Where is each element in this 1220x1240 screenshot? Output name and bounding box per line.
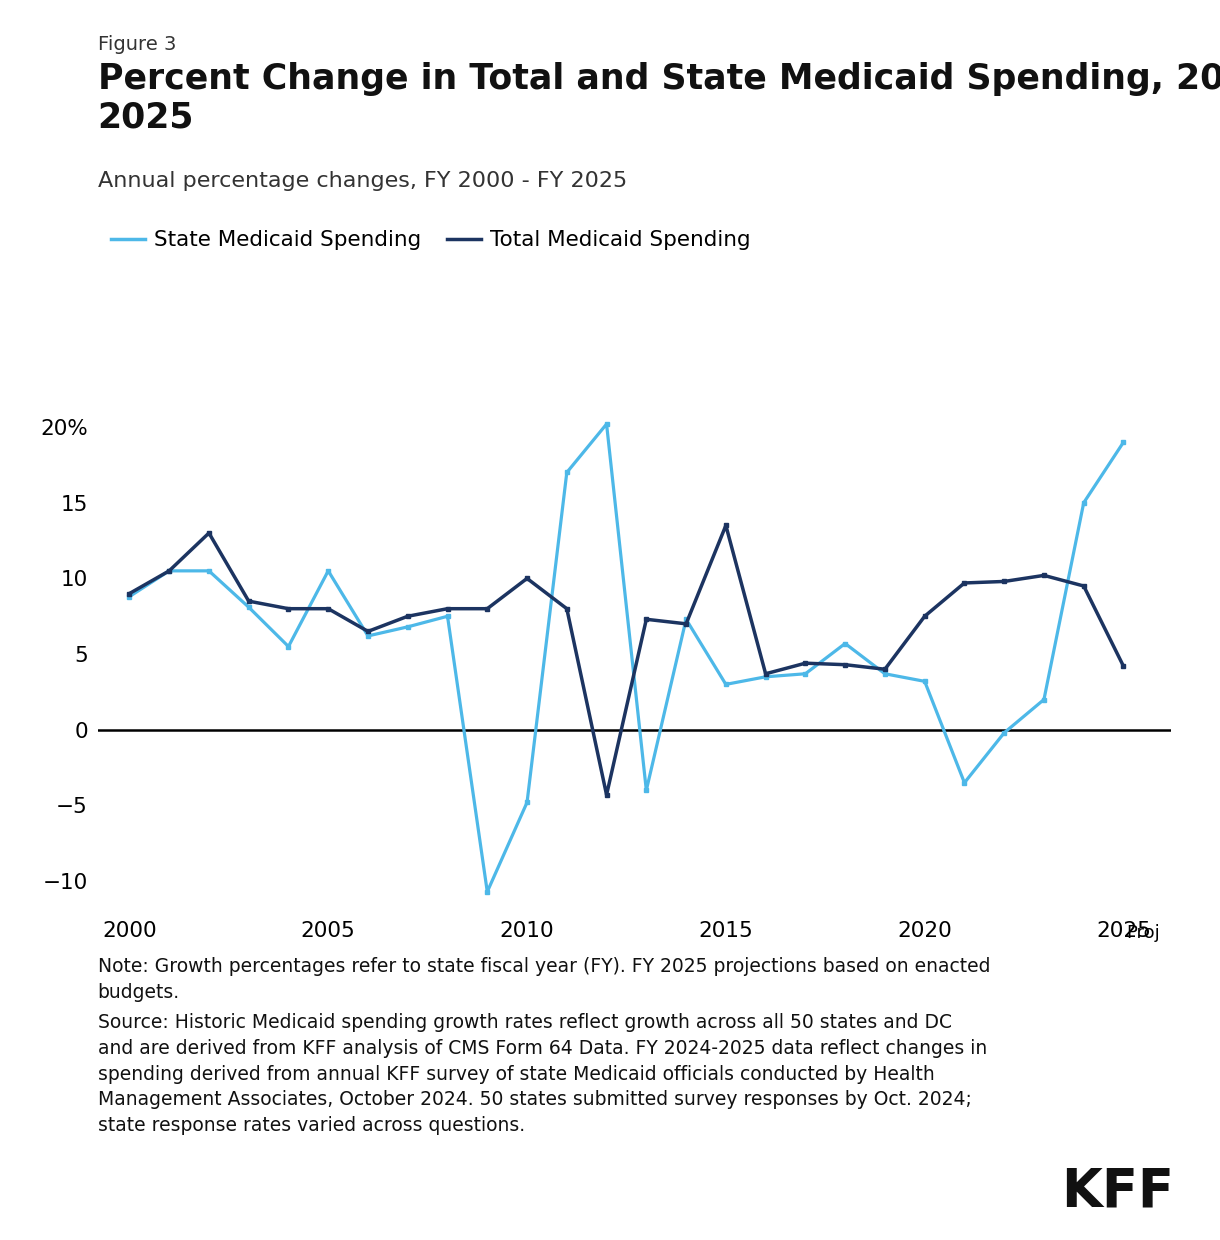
Text: KFF: KFF <box>1061 1166 1175 1218</box>
Text: Note: Growth percentages refer to state fiscal year (FY). FY 2025 projections ba: Note: Growth percentages refer to state … <box>98 957 991 1002</box>
Text: Figure 3: Figure 3 <box>98 35 176 53</box>
Text: Source: Historic Medicaid spending growth rates reflect growth across all 50 sta: Source: Historic Medicaid spending growt… <box>98 1013 987 1135</box>
Text: Annual percentage changes, FY 2000 - FY 2025: Annual percentage changes, FY 2000 - FY … <box>98 171 627 191</box>
Legend: State Medicaid Spending, Total Medicaid Spending: State Medicaid Spending, Total Medicaid … <box>102 222 759 259</box>
Text: Percent Change in Total and State Medicaid Spending, 2000-
2025: Percent Change in Total and State Medica… <box>98 62 1220 134</box>
Text: Proj: Proj <box>1126 924 1160 941</box>
